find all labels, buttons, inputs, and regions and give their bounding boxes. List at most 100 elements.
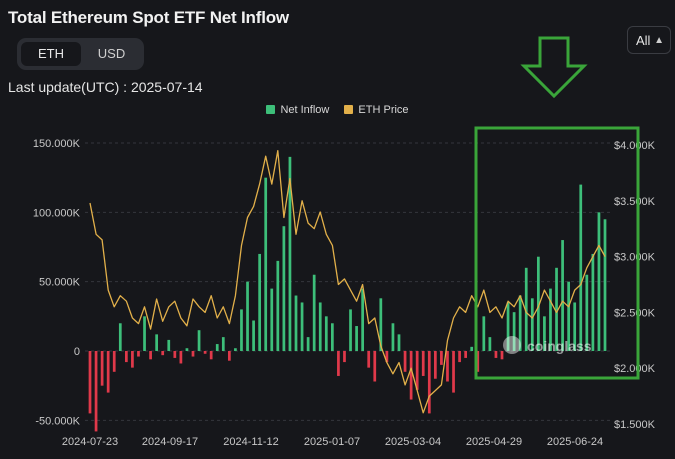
range-select[interactable]: All ▲ <box>627 26 671 54</box>
inflow-bar <box>282 226 286 351</box>
inflow-bar <box>124 351 128 363</box>
inflow-bar <box>458 351 461 363</box>
x-tick-label: 2025-04-29 <box>466 436 522 448</box>
inflow-bar <box>149 351 152 360</box>
x-tick-label: 2025-03-04 <box>385 436 441 448</box>
inflow-bar <box>179 351 183 364</box>
y-left-tick-label: 0 <box>74 346 80 358</box>
legend-swatch-net-inflow <box>266 105 276 114</box>
x-tick-label: 2024-07-23 <box>62 436 118 448</box>
inflow-bar <box>294 295 298 351</box>
inflow-bar <box>488 337 492 351</box>
usd-toggle-button[interactable]: USD <box>97 46 126 61</box>
inflow-bar <box>349 309 352 351</box>
inflow-bar <box>203 351 207 354</box>
inflow-bar <box>312 274 316 351</box>
inflow-bar <box>506 302 510 351</box>
inflow-bar <box>343 351 346 363</box>
y-right-tick-label: $3.500K <box>614 196 656 208</box>
y-right-tick-label: $2.000K <box>614 363 656 375</box>
inflow-bar <box>421 351 425 376</box>
inflow-bar <box>173 351 177 358</box>
inflow-bar <box>555 267 558 351</box>
inflow-bar <box>137 351 140 357</box>
inflow-bar <box>512 312 516 351</box>
watermark-logo-icon <box>503 336 521 354</box>
inflow-bar <box>403 351 407 372</box>
inflow-bar <box>482 316 486 351</box>
inflow-bar <box>100 351 104 386</box>
inflow-bar <box>318 302 322 351</box>
inflow-bar <box>246 281 249 351</box>
inflow-bar <box>585 274 589 351</box>
range-select-value: All <box>636 33 651 48</box>
eth-price-line <box>89 149 606 414</box>
y-right-tick-label: $2.500K <box>614 307 656 319</box>
x-tick-label: 2025-06-24 <box>547 436 603 448</box>
inflow-bar <box>367 351 371 368</box>
inflow-bar <box>215 344 219 351</box>
inflow-bar <box>252 320 255 351</box>
inflow-bar <box>197 330 201 351</box>
inflow-bar <box>227 351 231 361</box>
last-update-text: Last update(UTC) : 2025-07-14 <box>8 79 203 95</box>
inflow-bar <box>500 351 504 360</box>
inflow-bar <box>518 295 522 351</box>
inflow-bar <box>567 281 571 351</box>
inflow-bar <box>597 212 601 351</box>
legend: Net Inflow ETH Price <box>0 104 675 116</box>
legend-item-eth-price[interactable]: ETH Price <box>344 104 409 116</box>
currency-toggle: ETH USD <box>17 38 144 70</box>
inflow-bar <box>155 334 159 351</box>
inflow-bar <box>536 256 540 351</box>
inflow-bar <box>234 348 237 351</box>
inflow-bar <box>161 351 165 356</box>
chart-title: Total Ethereum Spot ETF Net Inflow <box>8 8 289 27</box>
inflow-bar <box>391 323 395 351</box>
inflow-bar <box>446 351 449 382</box>
inflow-bar <box>240 309 243 351</box>
down-arrow-icon <box>520 36 588 99</box>
inflow-bar <box>524 267 528 351</box>
legend-item-net-inflow[interactable]: Net Inflow <box>266 104 329 116</box>
legend-swatch-eth-price <box>344 105 354 114</box>
inflow-bar <box>185 348 189 351</box>
y-left-tick-label: 50.000K <box>39 277 81 289</box>
inflow-bar <box>355 326 358 351</box>
inflow-bar <box>433 351 437 379</box>
inflow-bar <box>330 323 334 351</box>
inflow-bar <box>440 351 443 365</box>
legend-label-net-inflow: Net Inflow <box>280 104 330 116</box>
inflow-bar <box>494 351 498 358</box>
inflow-bar <box>603 219 607 351</box>
inflow-bar <box>476 351 480 372</box>
inflow-bar <box>337 351 340 376</box>
x-tick-label: 2025-01-07 <box>304 436 360 448</box>
eth-toggle-button[interactable]: ETH <box>21 42 81 66</box>
inflow-bar <box>288 156 292 351</box>
chevron-updown-icon: ▲ <box>654 35 664 46</box>
inflow-bar <box>276 260 280 351</box>
inflow-bar <box>361 288 365 351</box>
inflow-bar <box>264 177 268 351</box>
inflow-bar <box>300 302 304 351</box>
inflow-bar <box>270 288 274 351</box>
y-left-tick-label: 100.000K <box>33 207 81 219</box>
inflow-bar <box>373 351 377 382</box>
highlight-box <box>474 126 640 380</box>
inflow-bar <box>143 316 146 351</box>
inflow-bar <box>88 351 92 414</box>
inflow-bar <box>209 351 213 360</box>
inflow-bar <box>397 334 401 351</box>
inflow-bar <box>94 351 98 432</box>
y-right-tick-label: $3.000K <box>614 252 656 264</box>
inflow-bar <box>573 302 577 351</box>
inflow-bar <box>385 351 389 363</box>
inflow-bar <box>579 184 583 351</box>
inflow-bar <box>167 339 171 351</box>
y-left-tick-label: 150.000K <box>33 138 81 150</box>
x-tick-label: 2024-09-17 <box>142 436 198 448</box>
inflow-bar <box>427 351 431 414</box>
inflow-bar <box>379 298 383 351</box>
